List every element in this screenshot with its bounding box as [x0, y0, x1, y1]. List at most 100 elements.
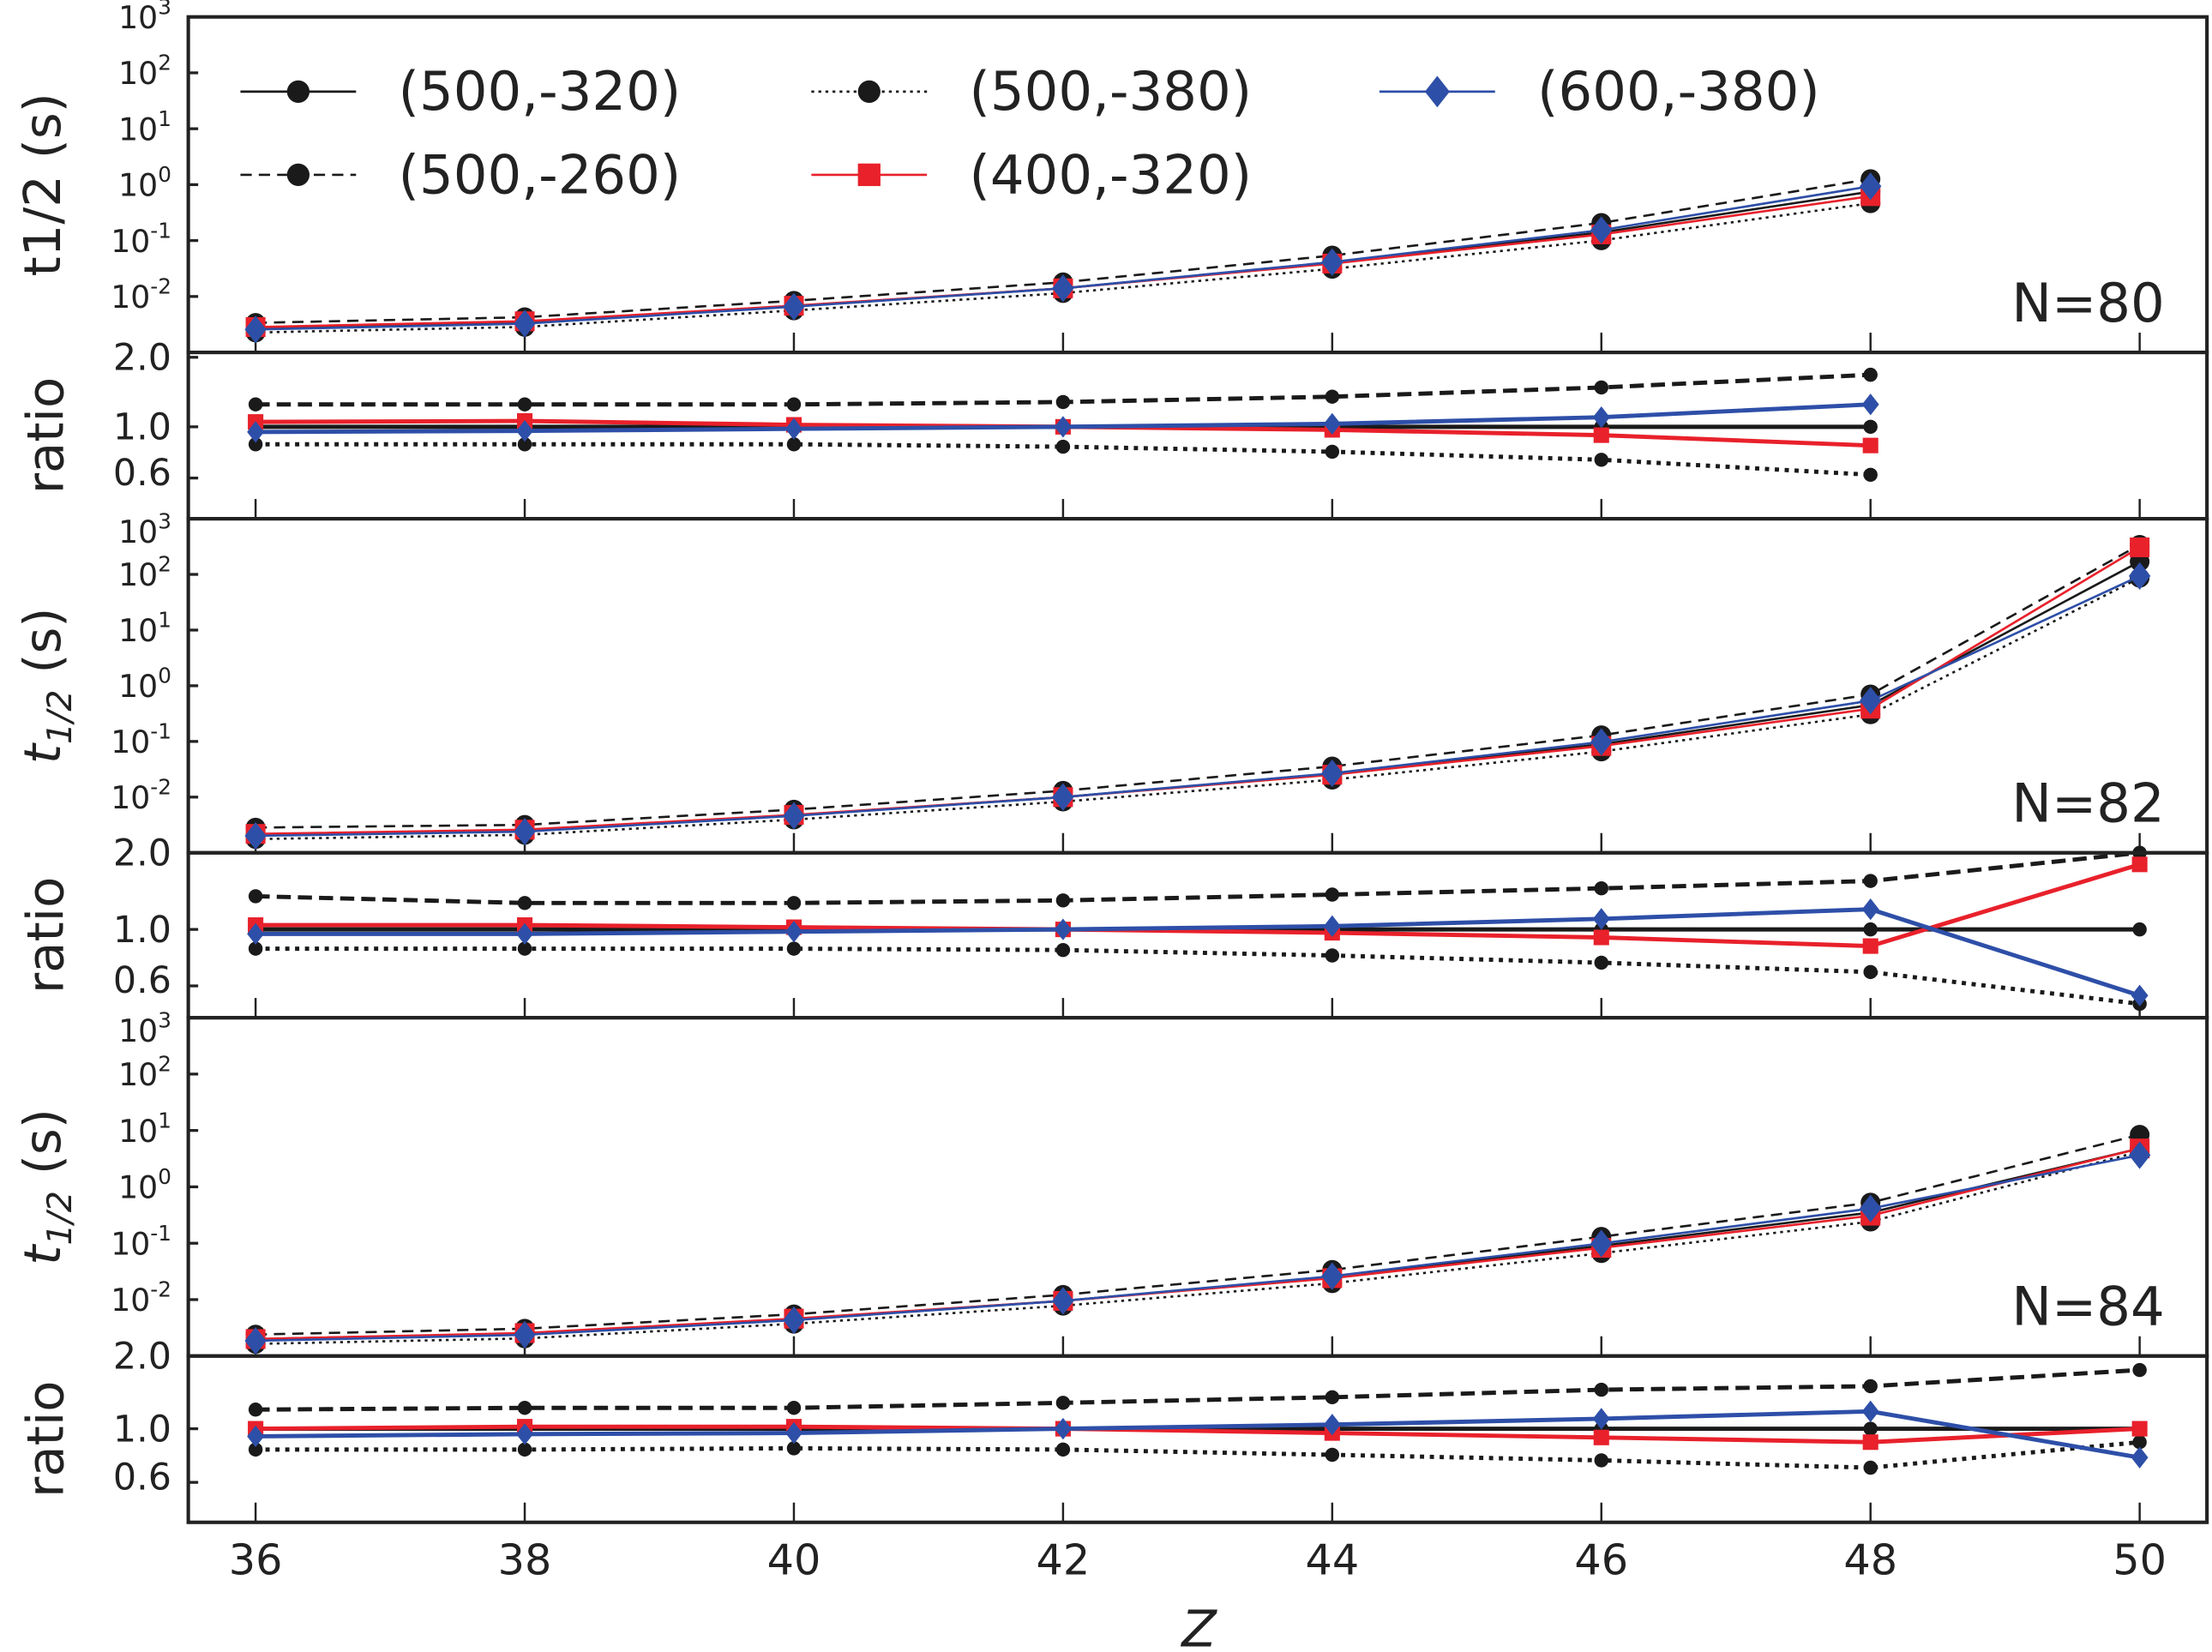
ratio-tick-label: 2.0	[113, 337, 171, 380]
diamond-marker	[1054, 416, 1072, 438]
circle-marker	[1863, 1421, 1878, 1436]
circle-marker	[248, 397, 263, 411]
series-line-ratio	[255, 1439, 2140, 1470]
series-line-t	[255, 201, 1871, 334]
circle-marker	[786, 1401, 802, 1415]
circle-marker	[517, 1401, 532, 1415]
series-(400,-320)	[245, 1138, 2150, 1451]
series-line-t	[255, 1150, 2140, 1345]
n-label: N=84	[2011, 1276, 2165, 1338]
circle-marker	[1863, 964, 1878, 980]
series-line-t	[255, 1147, 2140, 1341]
diamond-marker	[244, 315, 267, 344]
circle-marker	[2132, 1362, 2147, 1378]
square-marker	[2131, 856, 2148, 873]
circle-marker	[786, 941, 802, 956]
diamond-marker	[1590, 1229, 1613, 1258]
ratio-plot-frame	[186, 350, 2209, 521]
diamond-marker	[1861, 898, 1879, 921]
circle-marker	[1325, 1390, 1340, 1405]
diamond-marker	[1861, 1400, 1879, 1422]
circle-marker	[1055, 1442, 1071, 1457]
diamond-marker	[1321, 248, 1343, 276]
y-tick-label: 103	[118, 0, 171, 36]
ratio-axis-label: ratio	[15, 1380, 75, 1497]
legend-item: (500,-260)	[240, 143, 681, 206]
ratio-axis-label: ratio	[15, 377, 75, 494]
square-marker	[2130, 537, 2150, 557]
diamond-marker	[2131, 984, 2149, 1006]
square-marker	[1593, 427, 1609, 443]
circle-marker	[1325, 444, 1340, 460]
y-tick-label: 101	[118, 106, 171, 147]
y-tick-label: 103	[118, 509, 171, 550]
circle-marker	[1594, 880, 1608, 896]
series-line-t	[255, 1133, 2140, 1337]
circle-marker	[1594, 453, 1608, 467]
ratio-tick-label: 0.6	[113, 452, 171, 495]
ratio-axis-label: ratio	[15, 877, 75, 994]
y-tick-label: 101	[118, 608, 171, 649]
y-tick-label: 10-2	[111, 274, 171, 315]
y-tick-label: 10-1	[111, 1221, 171, 1262]
circle-marker	[2132, 1435, 2147, 1450]
diamond-marker	[1052, 783, 1074, 811]
circle-marker	[1055, 394, 1071, 410]
circle-marker	[286, 163, 310, 187]
diamond-marker	[516, 1423, 533, 1445]
diamond-marker	[1860, 1194, 1882, 1222]
ratio-tick-label: 2.0	[113, 1336, 171, 1379]
y-tick-label: 102	[118, 51, 171, 92]
y-tick-label: 100	[118, 664, 171, 705]
legend-label: (400,-320)	[970, 143, 1253, 206]
y-tick-label: 10-2	[111, 1277, 171, 1319]
diamond-marker	[785, 921, 802, 943]
ratio-tick-label: 0.6	[113, 959, 171, 1002]
series-line-ratio	[255, 850, 2140, 905]
legend-label: (500,-260)	[399, 143, 682, 206]
legend-label: (600,-380)	[1537, 60, 1820, 123]
diamond-marker	[244, 1326, 267, 1355]
circle-marker	[1594, 1453, 1608, 1468]
circle-marker	[517, 896, 532, 910]
circle-marker	[786, 397, 802, 411]
y-tick-label: 10-1	[111, 218, 171, 259]
circle-marker	[1055, 439, 1071, 454]
x-tick-label: 38	[498, 1535, 552, 1585]
x-tick-label: 48	[1843, 1535, 1897, 1585]
circle-marker	[1055, 942, 1071, 958]
series-(500,-320)	[245, 1138, 2150, 1436]
legend-item: (500,-380)	[811, 60, 1252, 123]
diamond-marker	[1052, 1287, 1074, 1315]
circle-marker	[786, 896, 802, 910]
legend-label: (500,-380)	[970, 60, 1253, 123]
series-line-ratio	[255, 862, 2141, 949]
ratio-tick-label: 2.0	[113, 832, 171, 875]
circle-marker	[1863, 922, 1878, 937]
ratio-tick-label: 1.0	[113, 1408, 171, 1451]
series-line-ratio	[255, 946, 2140, 1006]
diamond-marker	[2131, 1446, 2149, 1469]
diamond-marker	[1861, 393, 1879, 416]
series-(400,-320)	[245, 537, 2150, 954]
series-line-t	[255, 195, 1871, 328]
circle-marker	[248, 1403, 263, 1417]
legend-item: (600,-380)	[1379, 60, 1820, 123]
x-tick-label: 46	[1574, 1535, 1628, 1585]
panel-N=80: 10-2 10-1 100 101 102 103 0.61.0 2.0 t1/2 (s) rat…	[13, 0, 2209, 521]
diamond-marker	[516, 922, 533, 946]
circle-marker	[1863, 1460, 1878, 1475]
n-label: N=80	[2011, 272, 2165, 334]
diamond-marker	[783, 802, 805, 830]
t-half-plot-frame	[186, 1016, 2209, 1358]
x-tick-label: 40	[767, 1535, 821, 1585]
square-marker	[1593, 929, 1609, 946]
diamond-marker	[1424, 75, 1450, 108]
series-line-t	[255, 1154, 2140, 1343]
series-line-ratio	[255, 1409, 2141, 1460]
circle-marker	[517, 397, 532, 411]
ratio-tick-label: 0.6	[113, 1456, 171, 1499]
x-axis-label: Z	[1180, 1599, 1217, 1652]
diamond-marker	[1590, 728, 1613, 756]
